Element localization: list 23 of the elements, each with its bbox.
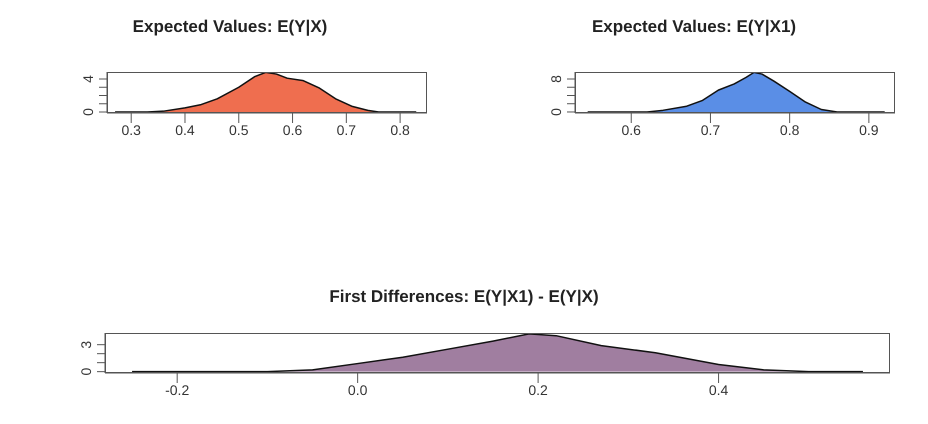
y-tick-label: 4: [80, 74, 96, 83]
y-tick-label: 8: [548, 74, 564, 83]
x-tick-label: 0.8: [780, 122, 800, 138]
chart-title: First Differences: E(Y|X1) - E(Y|X): [328, 287, 600, 307]
y-tick-label: 0: [78, 368, 94, 376]
x-tick-label: 0.2: [528, 382, 548, 398]
x-tick-label: 0.7: [700, 122, 720, 138]
y-tick-label: 0: [548, 108, 564, 116]
x-tick-label: 0.0: [348, 382, 368, 398]
x-tick-label: 0.4: [175, 122, 195, 138]
x-tick-label: 0.6: [622, 122, 642, 138]
x-tick-label: 0.5: [229, 122, 249, 138]
x-tick-label: 0.8: [390, 122, 410, 138]
x-tick-label: -0.2: [165, 382, 190, 398]
x-tick-label: 0.4: [708, 382, 729, 398]
x-tick-label: 0.3: [121, 122, 142, 138]
x-tick-label: 0.7: [336, 122, 356, 138]
y-tick-label: 0: [80, 108, 96, 116]
chart-title: Expected Values: E(Y|X1): [590, 17, 798, 37]
y-tick-label: 3: [78, 340, 94, 349]
x-tick-label: 0.9: [859, 122, 879, 138]
x-tick-label: 0.6: [282, 122, 302, 138]
chart-title: Expected Values: E(Y|X): [132, 17, 328, 37]
